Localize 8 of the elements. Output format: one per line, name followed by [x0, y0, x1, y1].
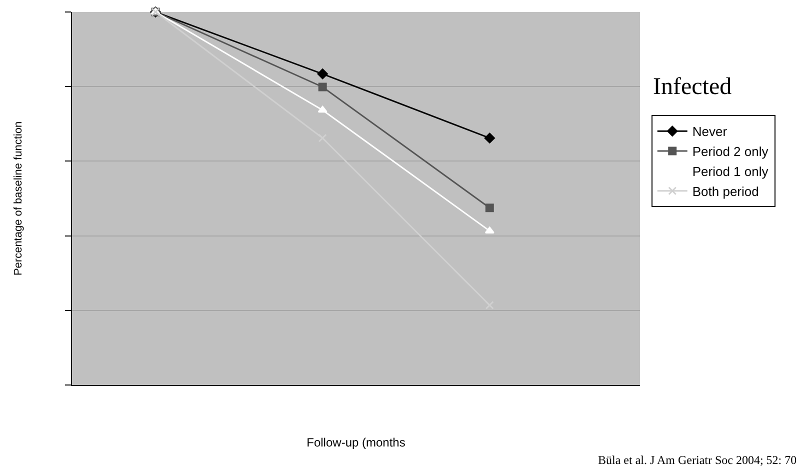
x-axis-title: Follow-up (months [306, 435, 406, 450]
text: Infected [653, 74, 732, 100]
legend-label: Both period [692, 184, 759, 199]
y-axis-title: Percentage of baseline function [12, 121, 25, 276]
legend-label: Period 2 only [692, 144, 769, 160]
text: Period 1 only [692, 164, 769, 180]
legend-label: Never [692, 124, 728, 140]
text: Büla et al. J Am Geriatr Soc 2004; 52: 70 [598, 453, 796, 467]
